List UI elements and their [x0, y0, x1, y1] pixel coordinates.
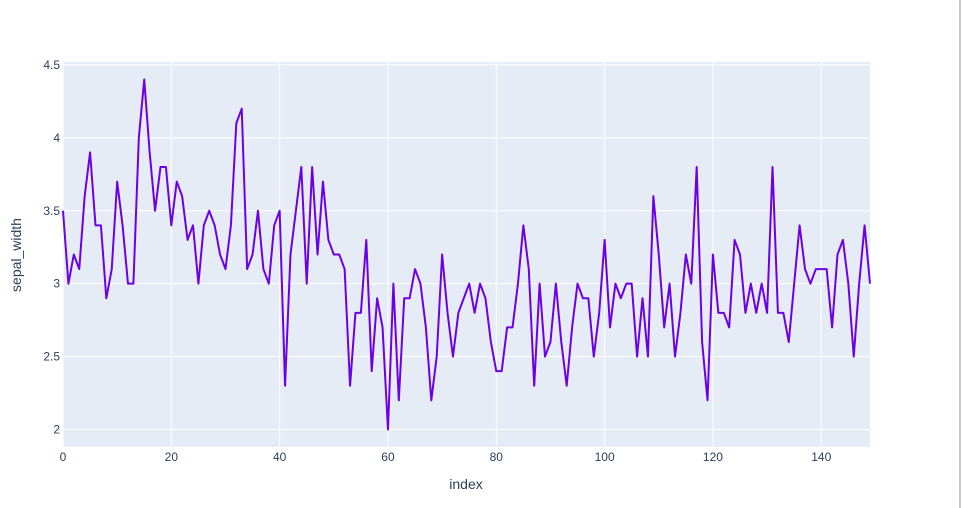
x-tick-label: 0: [60, 450, 67, 464]
x-tick-label: 100: [595, 450, 615, 464]
y-axis-tick-labels: 2 2.5 3 3.5 4 4.5: [43, 58, 60, 437]
window-edge-divider: [959, 0, 961, 508]
y-tick-label: 2.5: [43, 350, 60, 364]
x-axis-title: index: [449, 476, 482, 492]
x-tick-label: 20: [165, 450, 179, 464]
x-tick-label: 40: [273, 450, 287, 464]
y-axis-title: sepal_width: [8, 218, 24, 292]
x-tick-label: 60: [381, 450, 395, 464]
x-tick-label: 140: [811, 450, 831, 464]
y-tick-label: 3.5: [43, 204, 60, 218]
x-axis-tick-labels: 0 20 40 60 80 100 120 140: [60, 450, 832, 464]
plot-area: [63, 62, 870, 447]
x-tick-label: 120: [703, 450, 723, 464]
y-tick-label: 3: [53, 277, 60, 291]
y-tick-label: 4.5: [43, 58, 60, 72]
y-tick-label: 4: [53, 131, 60, 145]
y-tick-label: 2: [53, 423, 60, 437]
x-tick-label: 80: [490, 450, 504, 464]
sepal-width-line: [62, 78, 871, 431]
